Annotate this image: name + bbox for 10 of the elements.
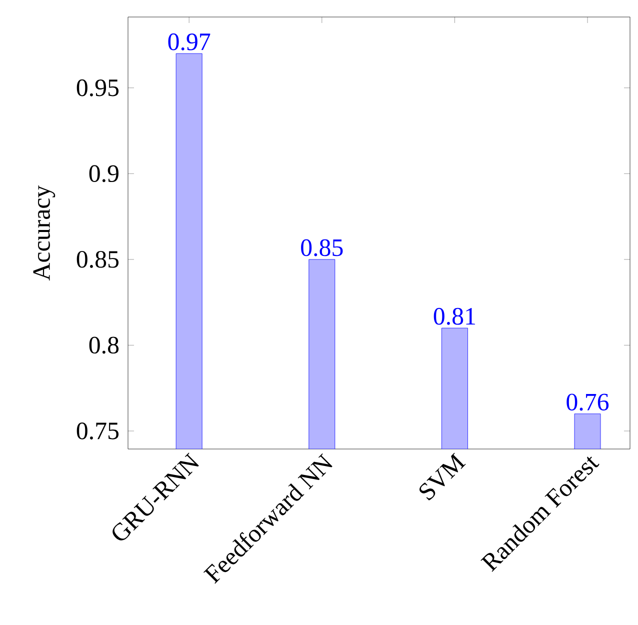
y-tick-label: 0.9 — [89, 165, 118, 182]
y-tick-label: 0.95 — [76, 79, 119, 96]
data-label: 0.76 — [566, 394, 609, 411]
y-tick-label: 0.75 — [76, 422, 119, 440]
y-tick-label: 0.85 — [76, 250, 119, 268]
data-label: 0.81 — [434, 308, 475, 325]
data-label: 0.85 — [301, 239, 343, 256]
y-tick-label: 0.8 — [89, 336, 119, 354]
y-axis-title: Accuracy — [33, 185, 56, 280]
data-label: 0.97 — [168, 33, 210, 50]
